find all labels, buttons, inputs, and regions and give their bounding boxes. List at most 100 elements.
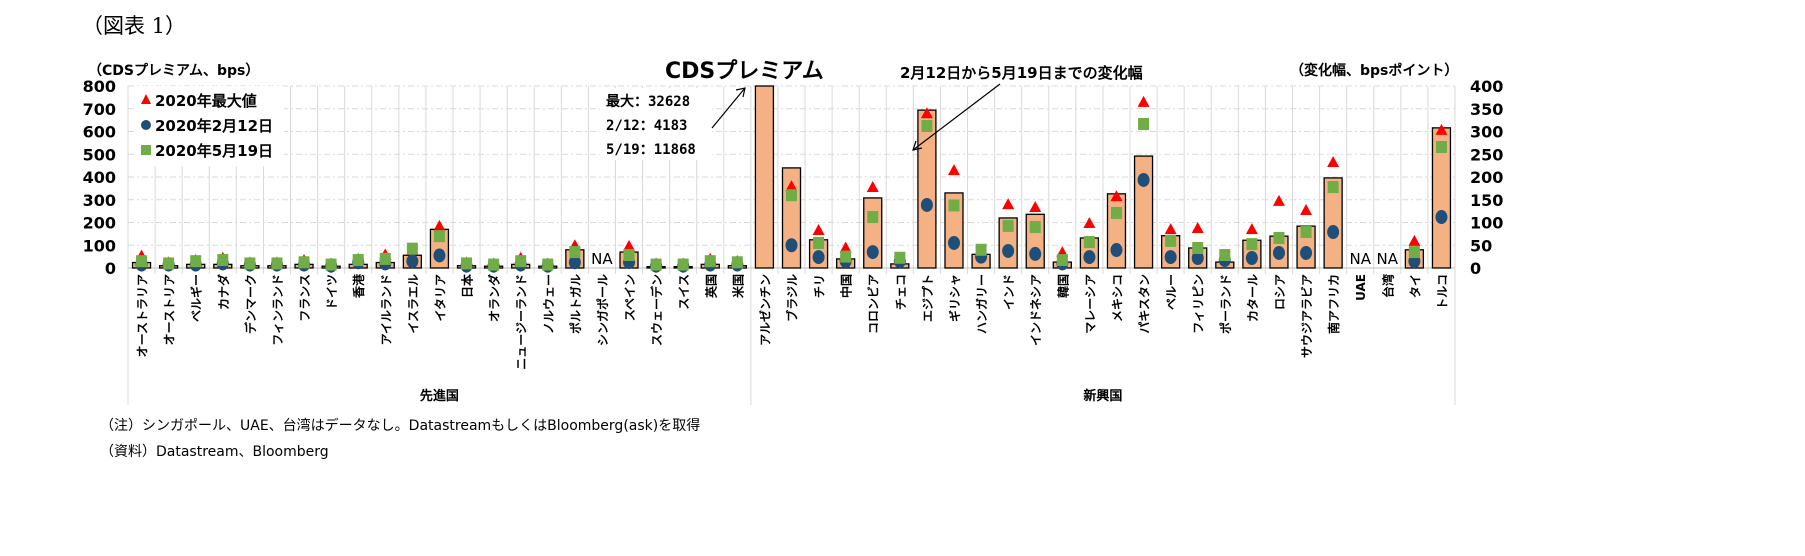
bar-change [1323, 177, 1343, 269]
category-label: ロシア [1273, 274, 1287, 310]
marker-max [623, 239, 636, 251]
marker-may19 [623, 249, 635, 262]
marker-may19 [731, 256, 743, 269]
marker-feb12 [406, 254, 419, 269]
y-tick-label: 800 [83, 77, 116, 96]
category-label: シンガポール [595, 274, 610, 346]
marker-may19 [1300, 226, 1312, 239]
y2-tick-label: 400 [1470, 77, 1503, 96]
marker-max [785, 180, 798, 192]
marker-may19 [1246, 238, 1258, 251]
marker-may19 [1165, 234, 1177, 247]
marker-may19 [1327, 181, 1339, 194]
marker-feb12 [1327, 225, 1340, 240]
arrowhead-icon [735, 87, 746, 98]
y-tick-label: 0 [105, 259, 116, 278]
marker-feb12 [947, 235, 960, 250]
bar-change [944, 192, 964, 269]
category-label: カナダ [216, 274, 231, 310]
marker-max [1245, 223, 1258, 235]
bar-change [1133, 155, 1154, 269]
annotation-line: 最大：32628 [606, 93, 690, 110]
y2-tick-label: 0 [1470, 259, 1481, 278]
marker-feb12 [1245, 250, 1258, 265]
marker-may19 [1435, 140, 1447, 153]
category-label: スペイン [623, 274, 637, 321]
group-label: 新興国 [1083, 388, 1122, 404]
category-label: タイ [1408, 274, 1422, 298]
category-label: チェコ [894, 274, 908, 310]
marker-may19 [948, 199, 960, 212]
category-label: ノルウェー [542, 274, 556, 334]
marker-may19 [650, 258, 662, 271]
marker-may19 [921, 120, 933, 133]
marker-may19 [136, 255, 148, 268]
figure-label: （図表 1） [82, 14, 187, 38]
category-label: 台湾 [1380, 274, 1395, 298]
marker-max [1300, 203, 1313, 215]
marker-may19 [867, 211, 879, 224]
na-label: NA [1377, 250, 1399, 268]
marker-may19 [840, 250, 852, 263]
marker-may19 [352, 254, 364, 267]
category-label: ハンガリー [974, 274, 989, 334]
marker-feb12 [433, 248, 446, 263]
marker-may19 [406, 242, 418, 255]
bar-change [754, 85, 775, 269]
category-label: トルコ [1435, 274, 1449, 310]
chart-title: CDSプレミアム [665, 59, 824, 84]
na-label: NA [1349, 250, 1371, 268]
marker-feb12 [1002, 243, 1015, 258]
category-label: カタール [1246, 274, 1260, 322]
marker-max [1083, 216, 1096, 228]
category-label: インドネシア [1029, 274, 1043, 346]
category-label: オランダ [487, 274, 502, 322]
category-label: メキシコ [1110, 274, 1124, 322]
arrow-change [912, 83, 1001, 151]
marker-feb12 [920, 197, 933, 212]
marker-may19 [244, 257, 256, 270]
marker-feb12 [1083, 250, 1096, 265]
marker-may19 [433, 230, 445, 243]
y-tick-label: 300 [83, 191, 116, 210]
marker-max [947, 164, 960, 176]
marker-max [1408, 234, 1421, 246]
arrowhead-icon [912, 140, 923, 151]
y-tick-label: 200 [83, 214, 116, 233]
category-label: ドイツ [325, 274, 339, 310]
category-label: スウェーデン [649, 274, 664, 346]
marker-max [1435, 123, 1448, 135]
category-label: 英国 [703, 274, 718, 298]
marker-may19 [1219, 249, 1231, 262]
marker-may19 [786, 189, 797, 202]
arrow-argentina [711, 87, 746, 129]
marker-may19 [190, 255, 202, 268]
marker-may19 [1273, 231, 1285, 244]
marker-feb12 [1191, 250, 1204, 265]
category-label: ニュージーランド [515, 274, 529, 370]
y2-tick-label: 50 [1470, 236, 1492, 255]
y2-tick-label: 100 [1470, 214, 1503, 233]
legend-label: 2020年5月19日 [155, 142, 273, 160]
marker-max [1029, 201, 1042, 213]
marker-max [1327, 155, 1340, 167]
chart-subtitle: 2月12日から5月19日までの変化幅 [900, 64, 1143, 82]
category-label: ポルトガル [568, 274, 583, 334]
legend-triangle-icon [141, 94, 151, 104]
y-axis-label: （CDSプレミアム、bps） [88, 63, 259, 79]
category-label: UAE [1354, 274, 1368, 301]
marker-may19 [1029, 221, 1041, 234]
category-label: フィリピン [1192, 274, 1206, 334]
annotation-line: 2/12：4183 [606, 118, 687, 134]
category-label: エジプト [920, 274, 935, 322]
category-label: 韓国 [1055, 274, 1070, 298]
marker-feb12 [1435, 210, 1448, 225]
marker-feb12 [785, 238, 798, 253]
category-label: ペルー [1165, 274, 1179, 310]
category-label: 日本 [460, 274, 475, 298]
marker-may19 [1192, 241, 1204, 254]
y2-tick-label: 300 [1470, 123, 1503, 142]
category-label: ベルギー [189, 274, 204, 322]
marker-may19 [813, 236, 825, 249]
category-label: イタリア [433, 274, 447, 322]
